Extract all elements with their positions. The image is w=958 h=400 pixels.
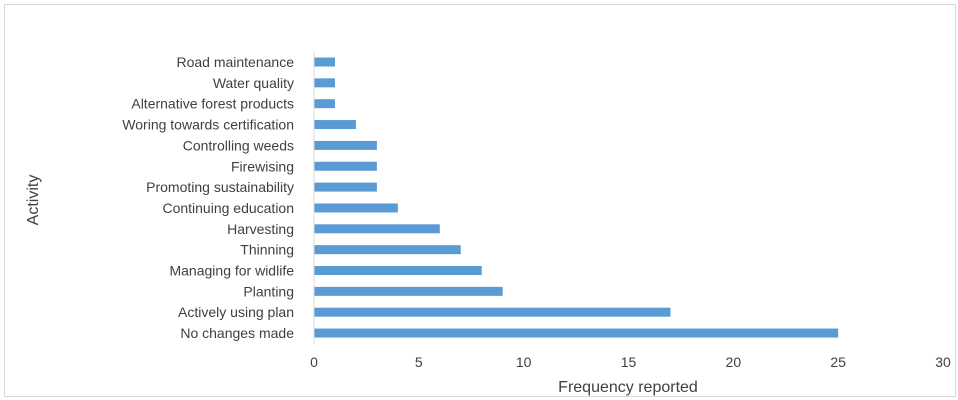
bar xyxy=(314,78,335,87)
bar xyxy=(314,141,377,150)
category-label: Harvesting xyxy=(227,221,294,237)
category-label: Road maintenance xyxy=(176,54,294,70)
category-label: Woring towards certification xyxy=(122,117,294,133)
bar xyxy=(314,287,503,296)
x-tick-label: 30 xyxy=(935,354,951,370)
x-tick-label: 10 xyxy=(516,354,532,370)
bar xyxy=(314,203,398,212)
bar xyxy=(314,99,335,108)
bar xyxy=(314,162,377,171)
bar xyxy=(314,329,838,338)
category-label: Promoting sustainability xyxy=(146,179,294,195)
chart-border xyxy=(5,5,956,397)
x-tick-label: 20 xyxy=(726,354,742,370)
x-axis-title: Frequency reported xyxy=(558,379,698,396)
x-tick-label: 5 xyxy=(415,354,423,370)
category-label: No changes made xyxy=(180,325,294,341)
category-label: Actively using plan xyxy=(178,304,294,320)
x-tick-label: 15 xyxy=(621,354,637,370)
bar xyxy=(314,183,377,192)
x-tick-label: 0 xyxy=(310,354,318,370)
x-tick-label: 25 xyxy=(830,354,846,370)
category-label: Water quality xyxy=(213,75,294,91)
category-label: Managing for widlife xyxy=(169,263,294,279)
category-label: Controlling weeds xyxy=(183,137,294,153)
y-axis-title: Activity xyxy=(25,175,42,226)
category-label: Planting xyxy=(243,283,294,299)
category-label: Continuing education xyxy=(162,200,294,216)
category-label: Thinning xyxy=(240,242,294,258)
bar xyxy=(314,58,335,67)
category-label: Alternative forest products xyxy=(131,96,294,112)
bar xyxy=(314,224,440,233)
bar xyxy=(314,266,482,275)
bar xyxy=(314,308,670,317)
category-label: Firewising xyxy=(231,158,294,174)
bar xyxy=(314,120,356,129)
bar xyxy=(314,245,461,254)
